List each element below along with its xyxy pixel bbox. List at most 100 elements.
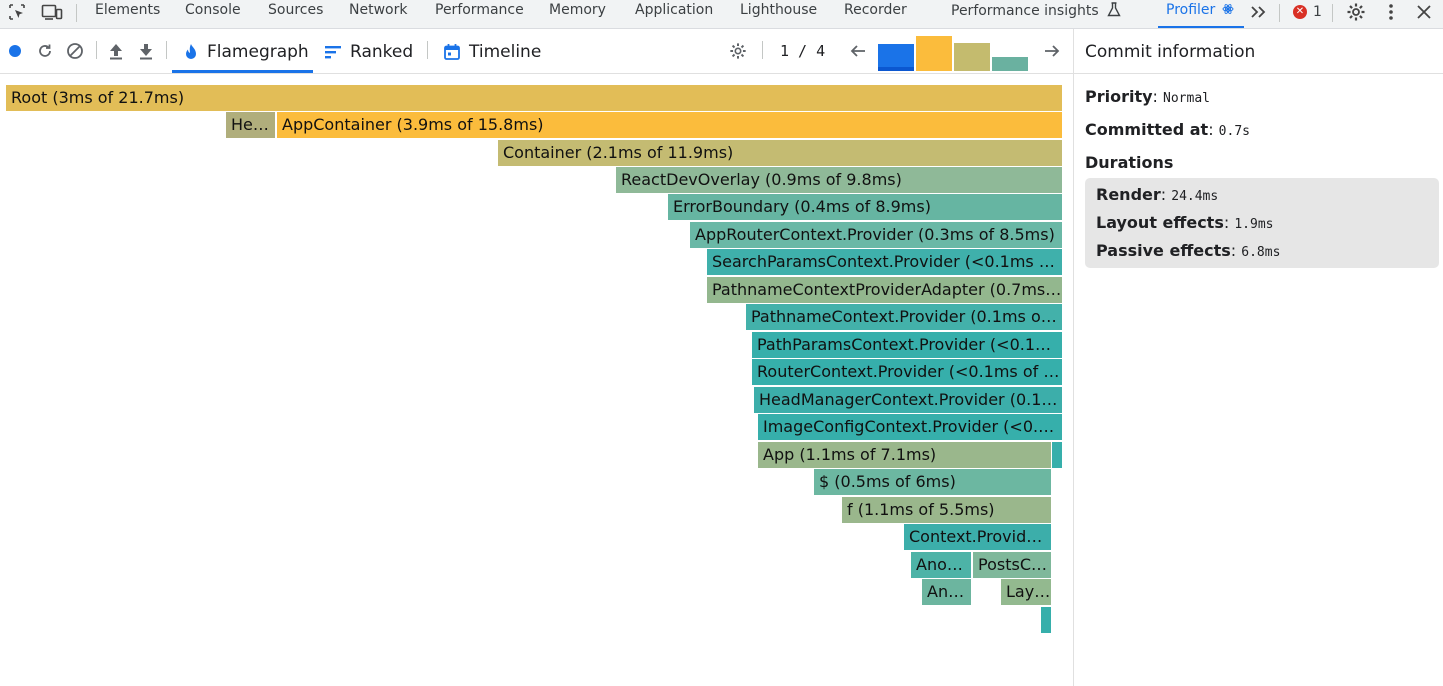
tab-profiler-label: Profiler (1166, 2, 1216, 18)
next-commit-button[interactable] (1042, 41, 1062, 61)
toolbar-divider (76, 4, 77, 22)
reload-and-profile-button[interactable] (35, 41, 55, 61)
commit-bar[interactable] (992, 57, 1028, 71)
arrow-left-icon (850, 45, 865, 57)
flamegraph-node[interactable]: $ (0.5ms of 6ms) (814, 469, 1051, 495)
tab-flamegraph[interactable]: Flamegraph (183, 39, 309, 65)
flamegraph-node[interactable]: AppRouterContext.Provider (0.3ms of 8.5m… (690, 222, 1062, 248)
tab-recorder[interactable]: Recorder (844, 2, 907, 18)
flamegraph-node[interactable]: PostsC… (973, 552, 1051, 578)
toolbar-divider (166, 41, 167, 59)
commit-information-panel: Commit information Priority: Normal Comm… (1073, 29, 1443, 686)
tab-application[interactable]: Application (635, 2, 714, 18)
flamegraph-node[interactable]: Context.Provider (<0.1ms of 4.4ms) (904, 524, 1051, 550)
flamegraph-node[interactable]: RouterContext.Provider (<0.1ms of 7.7ms) (752, 359, 1062, 385)
more-tabs-chevron-icon[interactable] (1248, 0, 1268, 24)
more-options-icon[interactable] (1381, 0, 1401, 24)
arrow-right-icon (1045, 45, 1060, 57)
commit-bar[interactable] (878, 44, 914, 71)
toolbar-divider (762, 41, 763, 59)
layout-effects-label: Layout effects (1096, 213, 1224, 232)
flamegraph-node[interactable]: AppContainer (3.9ms of 15.8ms) (277, 112, 1062, 138)
flamegraph-node[interactable]: ErrorBoundary (0.4ms of 8.9ms) (668, 194, 1062, 220)
flamegraph-node[interactable]: PathParamsContext.Provider (<0.1ms of 7.… (752, 332, 1062, 358)
flamegraph-node[interactable]: An… (922, 579, 971, 605)
flask-icon (1107, 2, 1121, 21)
flamegraph-node[interactable]: Ano… (911, 552, 971, 578)
priority-label: Priority (1085, 87, 1153, 106)
flamegraph-node[interactable]: PathnameContextProviderAdapter (0.7ms of… (707, 277, 1062, 303)
tab-flamegraph-label: Flamegraph (207, 42, 309, 62)
tab-performance-insights-label: Performance insights (951, 3, 1099, 19)
save-profile-button[interactable] (136, 41, 156, 61)
toolbar-divider (1332, 4, 1333, 22)
committed-at-row: Committed at: 0.7s (1085, 120, 1250, 139)
profiler-settings-button[interactable] (728, 41, 748, 61)
tab-elements[interactable]: Elements (95, 2, 161, 18)
layout-effects-row: Layout effects: 1.9ms (1096, 213, 1274, 232)
error-count: 1 (1313, 4, 1322, 20)
commit-selector[interactable] (878, 33, 1030, 71)
download-icon (140, 44, 152, 60)
tab-profiler[interactable]: Profiler (1166, 2, 1234, 22)
flamegraph-node[interactable]: Root (3ms of 21.7ms) (6, 85, 1062, 111)
tab-ranked-label: Ranked (350, 42, 414, 62)
passive-effects-row: Passive effects: 6.8ms (1096, 241, 1281, 260)
flamegraph-node[interactable] (1041, 607, 1051, 633)
settings-gear-icon[interactable] (1345, 0, 1367, 24)
flamegraph-node[interactable]: App (1.1ms of 7.1ms) (758, 442, 1051, 468)
flamegraph-node[interactable]: Lay… (1001, 579, 1051, 605)
flamegraph-node[interactable]: Container (2.1ms of 11.9ms) (498, 140, 1062, 166)
passive-effects-label: Passive effects (1096, 241, 1231, 260)
flamegraph-node[interactable]: ReactDevOverlay (0.9ms of 9.8ms) (616, 167, 1062, 193)
flamegraph-node[interactable]: HeadManagerContext.Provider (0.1ms of 7.… (754, 387, 1062, 413)
active-view-underline (172, 70, 313, 73)
flame-icon (186, 44, 196, 59)
durations-label: Durations (1085, 153, 1174, 172)
flamegraph-node[interactable]: ImageConfigContext.Provider (<0.1ms of 7… (758, 414, 1062, 440)
tab-timeline-label: Timeline (469, 42, 542, 62)
toolbar-divider (96, 41, 97, 59)
flamegraph-node[interactable]: He… (226, 112, 275, 138)
tab-sources[interactable]: Sources (268, 2, 324, 18)
durations-box: Render: 24.4ms Layout effects: 1.9ms Pas… (1085, 178, 1439, 268)
load-profile-button[interactable] (106, 41, 126, 61)
record-button[interactable] (5, 41, 25, 61)
tab-memory[interactable]: Memory (549, 2, 606, 18)
tab-network[interactable]: Network (349, 2, 408, 18)
passive-effects-value: 6.8ms (1241, 245, 1281, 260)
tab-ranked[interactable]: Ranked (324, 39, 413, 65)
flamegraph-node[interactable]: PathnameContext.Provider (0.1ms of 7.8ms… (746, 304, 1062, 330)
priority-value: Normal (1163, 91, 1210, 106)
durations-heading: Durations (1085, 153, 1173, 172)
tab-lighthouse[interactable]: Lighthouse (740, 2, 818, 18)
active-tab-underline (1158, 26, 1244, 28)
flamegraph-node[interactable]: f (1.1ms of 5.5ms) (842, 497, 1051, 523)
inspect-element-icon[interactable] (6, 0, 28, 24)
render-duration-row: Render: 24.4ms (1096, 185, 1219, 204)
tab-performance-insights[interactable]: Performance insights (951, 2, 1121, 22)
device-toolbar-icon[interactable] (40, 0, 64, 24)
render-label: Render (1096, 185, 1161, 204)
tab-performance[interactable]: Performance (435, 2, 524, 18)
previous-commit-button[interactable] (848, 41, 868, 61)
flamegraph-node[interactable]: SearchParamsContext.Provider (<0.1ms of … (707, 249, 1062, 275)
reload-icon (39, 44, 51, 57)
error-count-badge[interactable]: ✕ 1 (1293, 4, 1322, 20)
commit-bar[interactable] (954, 43, 990, 71)
commit-information-title: Commit information (1074, 29, 1443, 74)
record-icon (9, 45, 21, 57)
close-devtools-icon[interactable] (1414, 0, 1434, 24)
committed-at-label: Committed at (1085, 120, 1209, 139)
clear-icon (67, 43, 83, 59)
flamegraph-node[interactable] (1052, 442, 1062, 468)
react-atom-icon (1222, 3, 1234, 19)
commit-bar[interactable] (916, 36, 952, 71)
tab-console[interactable]: Console (185, 2, 241, 18)
layout-effects-value: 1.9ms (1234, 217, 1274, 232)
clear-profile-button[interactable] (65, 41, 85, 61)
render-value: 24.4ms (1171, 189, 1219, 204)
ranked-icon (325, 46, 341, 59)
upload-icon (110, 44, 122, 60)
tab-timeline[interactable]: Timeline (443, 39, 541, 65)
